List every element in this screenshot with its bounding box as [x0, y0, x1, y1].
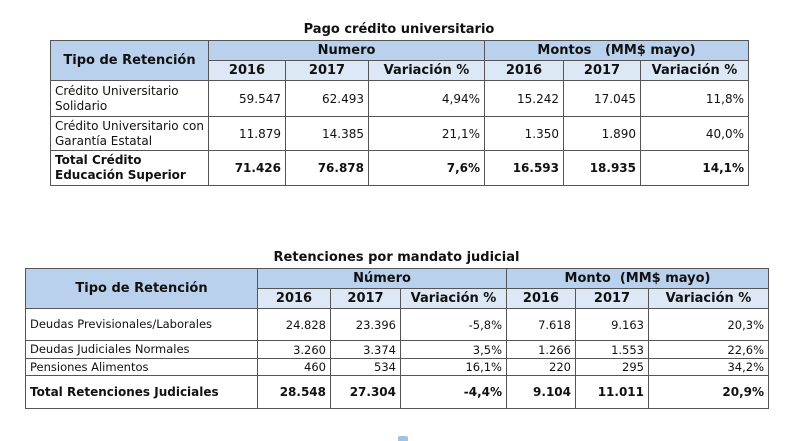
cell: 1.266: [506, 340, 576, 359]
cell: 14.385: [285, 116, 369, 151]
cell: 16.593: [484, 150, 564, 186]
cell: 460: [257, 358, 331, 376]
subheader: 2017: [285, 60, 369, 81]
cell: 20,9%: [647, 375, 770, 409]
cell: 23.396: [330, 308, 401, 341]
table-row: Crédito Universitario con Garantía Estat…: [50, 116, 750, 151]
cell: 59.547: [208, 80, 286, 117]
row-label: Deudas Previsionales/Laborales: [25, 308, 258, 341]
row-label: Total Retenciones Judiciales: [25, 375, 258, 409]
header-montos: Montos (MM$ mayo): [483, 40, 750, 61]
cell: 62.493: [285, 80, 369, 117]
table2-title: Retenciones por mandato judicial: [273, 250, 520, 265]
cell: 40,0%: [639, 116, 750, 151]
table1-title: Pago crédito universitario: [303, 22, 495, 37]
table-row: Deudas Previsionales/Laborales 24.828 23…: [25, 308, 770, 341]
judicial-retention-table: Tipo de Retención Número Monto (MM$ mayo…: [25, 268, 770, 409]
cell: 220: [506, 358, 576, 376]
cell: -5,8%: [400, 308, 507, 341]
cell: 21,1%: [368, 116, 485, 151]
cell: 3.374: [330, 340, 401, 359]
row-label: Total Crédito Educación Superior: [50, 150, 209, 186]
cell: 7,6%: [368, 150, 485, 186]
subheader: Variación %: [639, 60, 750, 81]
row-label: Deudas Judiciales Normales: [25, 340, 258, 359]
cell: 11,8%: [639, 80, 750, 117]
table-row: Deudas Judiciales Normales 3.260 3.374 3…: [25, 340, 770, 359]
partial-image-icon: [398, 436, 408, 441]
cell: 9.163: [575, 308, 649, 341]
row-label: Crédito Universitario Solidario: [50, 80, 209, 117]
row-label: Crédito Universitario con Garantía Estat…: [50, 116, 209, 151]
cell: 3,5%: [400, 340, 507, 359]
cell: 27.304: [330, 375, 401, 409]
subheader: 2017: [330, 288, 401, 309]
cell: 3.260: [257, 340, 331, 359]
subheader: 2016: [484, 60, 564, 81]
cell: 28.548: [257, 375, 331, 409]
cell: 1.890: [563, 116, 641, 151]
cell: 7.618: [506, 308, 576, 341]
cell: 1.553: [575, 340, 649, 359]
cell: 20,3%: [647, 308, 770, 341]
subheader: 2016: [208, 60, 286, 81]
cell: 16,1%: [400, 358, 507, 376]
total-row: Total Crédito Educación Superior 71.426 …: [50, 150, 750, 186]
header-tipo: Tipo de Retención: [25, 268, 258, 309]
header-numero: Número: [257, 268, 507, 289]
subheader: Variación %: [368, 60, 485, 81]
table-row: Crédito Universitario Solidario 59.547 6…: [50, 80, 750, 117]
cell: 11.879: [208, 116, 286, 151]
cell: 34,2%: [647, 358, 770, 376]
cell: 18.935: [563, 150, 641, 186]
cell: 17.045: [563, 80, 641, 117]
row-label: Pensiones Alimentos: [25, 358, 258, 376]
cell: 11.011: [575, 375, 649, 409]
cell: 22,6%: [647, 340, 770, 359]
cell: 71.426: [208, 150, 286, 186]
credit-payment-table: Tipo de Retención Numero Montos (MM$ may…: [50, 40, 750, 186]
header-tipo: Tipo de Retención: [50, 40, 209, 81]
subheader: 2017: [575, 288, 649, 309]
cell: 4,94%: [368, 80, 485, 117]
subheader: 2016: [506, 288, 576, 309]
cell: -4,4%: [400, 375, 507, 409]
total-row: Total Retenciones Judiciales 28.548 27.3…: [25, 375, 770, 409]
cell: 9.104: [506, 375, 576, 409]
cell: 534: [330, 358, 401, 376]
cell: 15.242: [484, 80, 564, 117]
cell: 14,1%: [639, 150, 750, 186]
header-numero: Numero: [208, 40, 485, 61]
cell: 295: [575, 358, 649, 376]
cell: 1.350: [484, 116, 564, 151]
subheader: 2016: [257, 288, 331, 309]
subheader: Variación %: [647, 288, 770, 309]
header-monto: Monto (MM$ mayo): [505, 268, 770, 289]
cell: 76.878: [285, 150, 369, 186]
table-row: Pensiones Alimentos 460 534 16,1% 220 29…: [25, 358, 770, 376]
subheader: Variación %: [400, 288, 507, 309]
cell: 24.828: [257, 308, 331, 341]
subheader: 2017: [563, 60, 641, 81]
